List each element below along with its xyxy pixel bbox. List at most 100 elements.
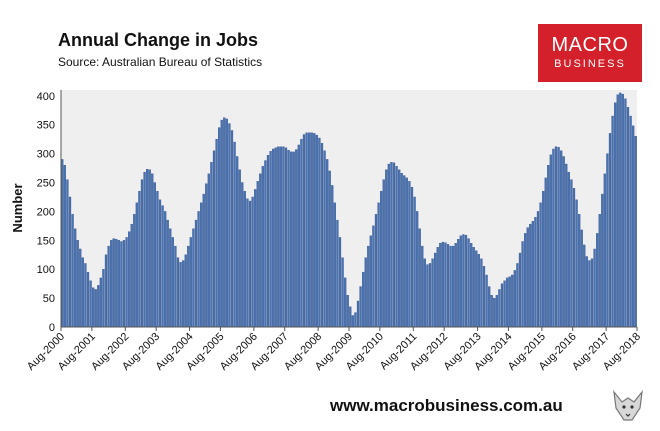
bar bbox=[290, 151, 293, 328]
bar bbox=[493, 297, 496, 328]
y-tick-label: 200 bbox=[37, 206, 55, 218]
bar bbox=[97, 285, 100, 328]
bar bbox=[549, 154, 552, 328]
bar bbox=[86, 271, 90, 328]
bar-chart: 0 50 100 150 200 250 300 350 400 Aug-2000Aug-200… bbox=[10, 90, 643, 373]
bar bbox=[210, 162, 213, 328]
y-tick-label: 50 bbox=[43, 293, 55, 305]
bar bbox=[464, 234, 468, 328]
bar bbox=[480, 258, 483, 328]
bar bbox=[102, 269, 105, 328]
bar bbox=[565, 163, 568, 328]
bar bbox=[200, 202, 203, 328]
y-tick-label: 350 bbox=[37, 120, 55, 132]
bar bbox=[202, 193, 205, 328]
bar bbox=[495, 295, 498, 328]
bar bbox=[320, 143, 324, 328]
bar bbox=[130, 223, 133, 328]
bar bbox=[485, 274, 488, 328]
bar bbox=[359, 286, 362, 328]
bar bbox=[534, 217, 537, 328]
bar bbox=[441, 241, 444, 328]
y-axis-label: Number bbox=[10, 183, 25, 232]
bar bbox=[364, 257, 367, 328]
bar bbox=[575, 199, 578, 328]
bar bbox=[148, 169, 151, 328]
bar bbox=[536, 211, 540, 328]
bar bbox=[182, 260, 185, 328]
bar bbox=[362, 271, 365, 328]
bar bbox=[632, 125, 635, 328]
bar bbox=[588, 260, 591, 328]
bar bbox=[212, 150, 216, 328]
bar bbox=[302, 134, 306, 328]
bar bbox=[89, 280, 92, 328]
bar bbox=[521, 241, 524, 328]
bar bbox=[117, 240, 120, 328]
bar bbox=[603, 173, 606, 328]
bar bbox=[74, 228, 77, 328]
bar bbox=[99, 277, 102, 328]
bar bbox=[392, 162, 396, 328]
bar bbox=[269, 151, 272, 328]
bar bbox=[475, 250, 478, 328]
bar bbox=[621, 93, 624, 328]
y-tick-label: 400 bbox=[37, 91, 55, 103]
bar bbox=[634, 136, 637, 328]
bar bbox=[413, 196, 416, 328]
y-tick-labels: 0 50 100 150 200 250 300 350 400 bbox=[37, 91, 55, 334]
bar bbox=[338, 237, 342, 328]
bar bbox=[580, 229, 583, 328]
bar bbox=[385, 169, 388, 328]
bar bbox=[187, 245, 190, 328]
bar bbox=[488, 286, 491, 328]
bar bbox=[552, 148, 555, 328]
bar bbox=[238, 169, 241, 328]
bar bbox=[297, 144, 300, 328]
bar bbox=[336, 219, 339, 328]
bar bbox=[169, 228, 172, 328]
bar bbox=[179, 262, 182, 328]
bar bbox=[542, 191, 545, 328]
bar bbox=[624, 98, 627, 328]
bar bbox=[300, 138, 303, 328]
bar bbox=[426, 264, 429, 328]
bar bbox=[598, 214, 601, 328]
bar bbox=[220, 119, 223, 328]
bar bbox=[382, 179, 385, 328]
bar bbox=[225, 118, 228, 328]
bar bbox=[611, 115, 614, 328]
bar bbox=[140, 179, 144, 328]
bar bbox=[398, 169, 401, 328]
bar bbox=[403, 175, 406, 328]
bar bbox=[241, 182, 244, 328]
bar bbox=[626, 107, 630, 328]
bar bbox=[192, 228, 195, 328]
bar bbox=[570, 179, 573, 328]
bar bbox=[331, 185, 334, 328]
bar bbox=[246, 198, 249, 328]
bar bbox=[194, 219, 198, 328]
bar bbox=[248, 200, 252, 328]
bar bbox=[544, 177, 547, 328]
bar bbox=[459, 235, 462, 328]
bar bbox=[292, 151, 295, 328]
bar bbox=[125, 237, 128, 328]
bar bbox=[84, 263, 87, 328]
bar bbox=[356, 300, 360, 328]
bar bbox=[138, 191, 141, 328]
bar bbox=[81, 257, 84, 328]
bar bbox=[135, 202, 138, 328]
bar bbox=[472, 247, 475, 328]
macrobusiness-logo: MACRO BUSINESS bbox=[538, 24, 642, 82]
bar bbox=[539, 202, 542, 328]
bar bbox=[236, 156, 239, 328]
bar bbox=[153, 182, 156, 328]
bar bbox=[614, 102, 617, 328]
bar bbox=[223, 117, 226, 328]
bar bbox=[228, 123, 231, 328]
bar bbox=[143, 171, 146, 328]
bar bbox=[434, 252, 437, 328]
bar bbox=[313, 133, 316, 328]
bar bbox=[323, 150, 326, 328]
